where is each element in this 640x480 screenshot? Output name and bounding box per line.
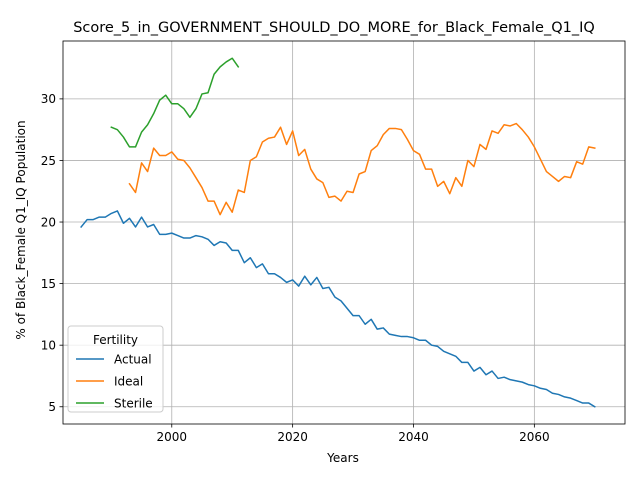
y-tick-label: 20 — [41, 215, 56, 229]
legend-label-actual: Actual — [114, 353, 152, 367]
x-tick-label: 2020 — [277, 430, 308, 444]
y-axis-ticks: 5 10 15 20 25 30 — [41, 92, 63, 414]
chart-title: Score_5_in_GOVERNMENT_SHOULD_DO_MORE_for… — [73, 20, 595, 36]
y-axis-label: % of Black_Female Q1_IQ Population — [14, 120, 28, 339]
y-tick-label: 25 — [41, 154, 56, 168]
y-tick-label: 15 — [41, 277, 56, 291]
series-layer — [80, 57, 596, 408]
legend-label-ideal: Ideal — [114, 375, 143, 389]
legend-title: Fertility — [93, 333, 138, 347]
legend-frame — [67, 325, 164, 413]
y-tick-label: 30 — [41, 92, 56, 106]
y-tick-label: 10 — [41, 338, 56, 352]
y-tick-label: 5 — [48, 400, 56, 414]
series-line-actual — [80, 210, 596, 408]
x-tick-label: 2060 — [519, 430, 550, 444]
grid — [63, 41, 625, 424]
x-axis-label: Years — [326, 451, 359, 465]
x-tick-label: 2000 — [157, 430, 188, 444]
plot-frame — [62, 40, 626, 425]
x-tick-label: 2040 — [398, 430, 429, 444]
series-line-sterile — [110, 57, 240, 148]
x-axis-ticks: 2000 2020 2040 2060 — [157, 424, 550, 444]
legend-label-sterile: Sterile — [114, 397, 153, 411]
series-line-ideal — [128, 122, 596, 216]
legend: Fertility Actual Ideal Sterile — [67, 325, 164, 413]
